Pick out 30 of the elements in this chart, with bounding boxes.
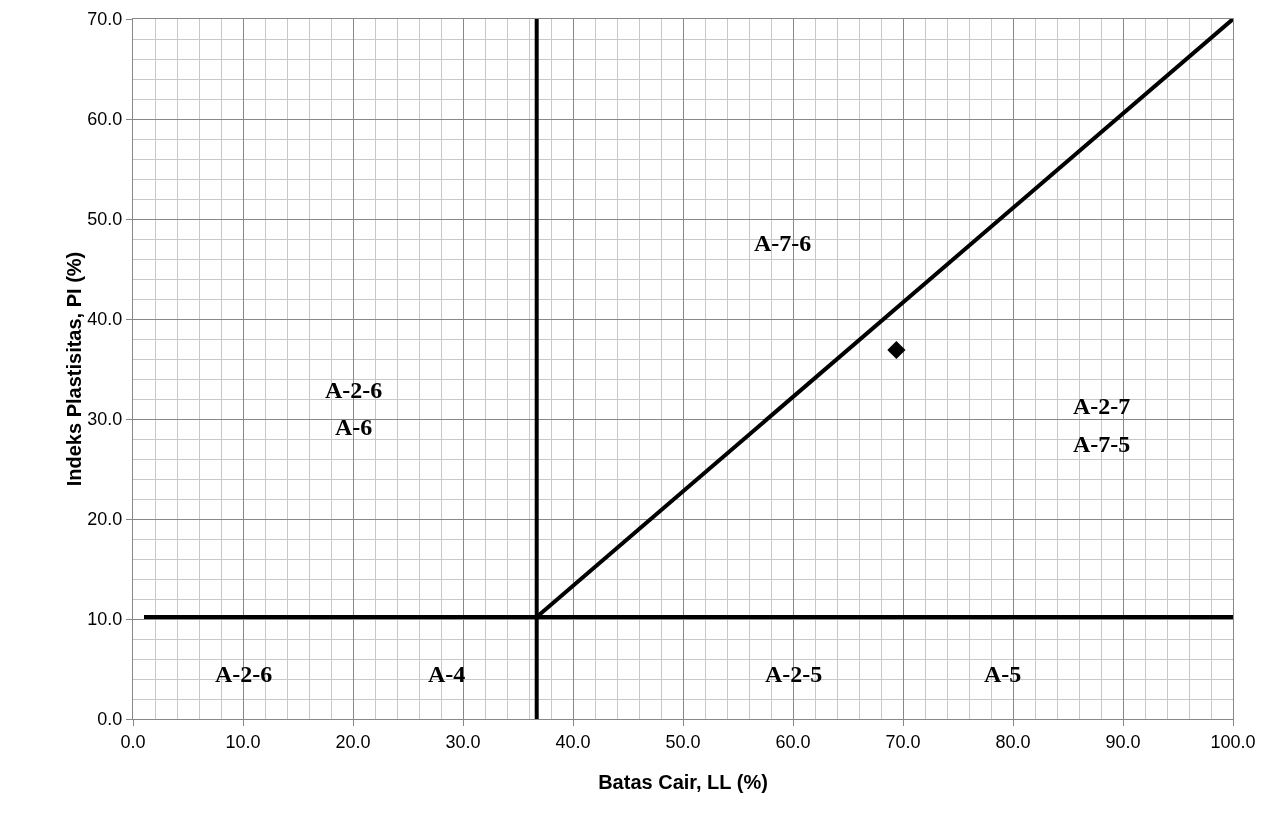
y-tick-label: 70.0	[87, 9, 123, 30]
annotation: A-4	[428, 661, 466, 687]
annotation: A-2-6	[215, 661, 273, 687]
y-tick-label: 40.0	[87, 309, 123, 330]
y-axis-title: Indeks Plastisitas, PI (%)	[63, 251, 86, 487]
y-tick-label: 60.0	[87, 109, 123, 130]
annotation: A-2-7	[1073, 393, 1131, 419]
y-tick-label: 30.0	[87, 409, 123, 430]
y-tick-label: 10.0	[87, 609, 123, 630]
y-tick-label: 50.0	[87, 209, 123, 230]
x-tick-label: 40.0	[555, 731, 591, 752]
annotation: A-7-6	[754, 230, 812, 256]
x-tick-label: 60.0	[775, 731, 811, 752]
x-tick-label: 20.0	[335, 731, 371, 752]
x-tick-label: 10.0	[225, 731, 261, 752]
annotation: A-6	[335, 414, 373, 440]
x-tick-label: 80.0	[995, 731, 1031, 752]
x-tick-label: 50.0	[665, 731, 701, 752]
annotation: A-2-6	[325, 377, 383, 403]
annotation: A-2-5	[765, 661, 823, 687]
x-tick-label: 90.0	[1105, 731, 1141, 752]
x-axis-title: Batas Cair, LL (%)	[598, 771, 768, 793]
x-tick-label: 100.0	[1210, 731, 1256, 752]
y-tick-label: 0.0	[97, 709, 123, 730]
x-tick-label: 30.0	[445, 731, 481, 752]
annotation: A-7-5	[1073, 431, 1131, 457]
x-tick-label: 70.0	[885, 731, 921, 752]
annotation: A-5	[984, 661, 1022, 687]
x-tick-label: 0.0	[120, 731, 146, 752]
y-tick-label: 20.0	[87, 509, 123, 530]
